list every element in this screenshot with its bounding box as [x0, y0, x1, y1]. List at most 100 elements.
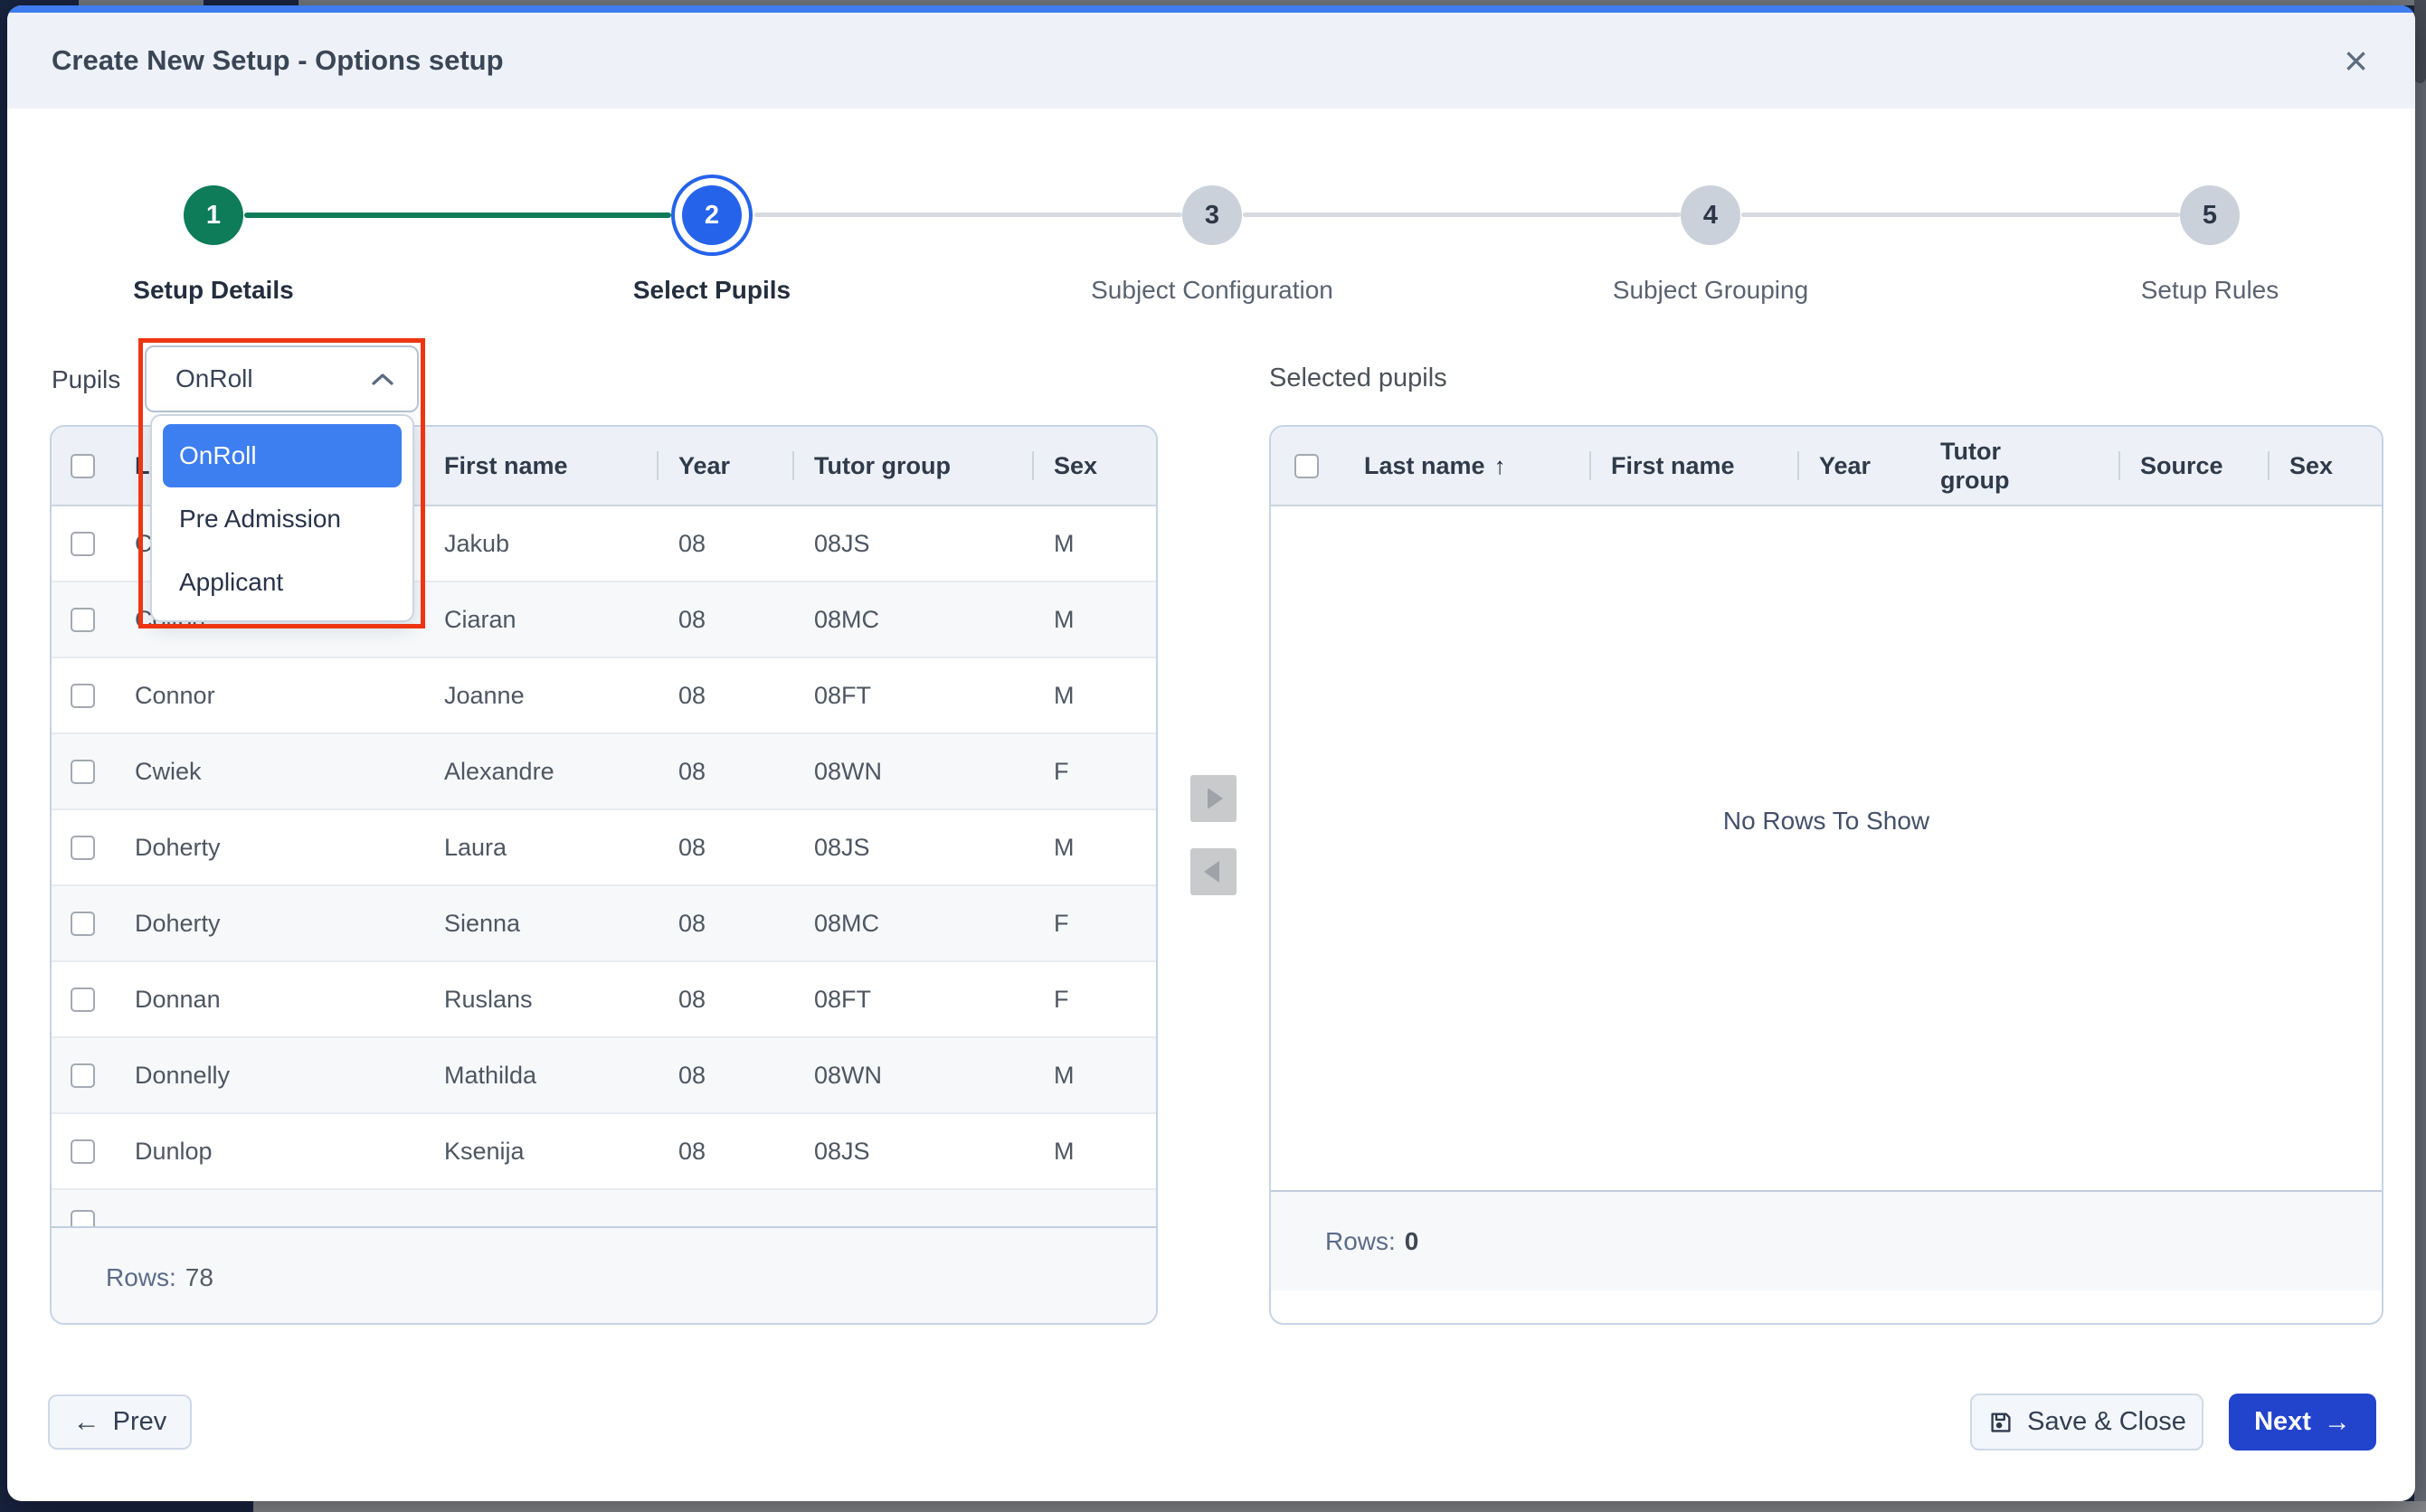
select-all-checkbox[interactable] — [71, 454, 95, 478]
step-2-label: Select Pupils — [513, 276, 911, 305]
column-sex[interactable]: Sex — [1032, 451, 1158, 480]
select-all-checkbox[interactable] — [1294, 454, 1319, 478]
cell-sex: M — [1032, 1138, 1158, 1166]
column-last-name[interactable]: Last name ↑ — [1342, 451, 1589, 480]
modal-accent-bar — [7, 5, 2415, 13]
row-checkbox[interactable] — [71, 608, 95, 632]
next-button[interactable]: Next → — [2229, 1394, 2376, 1451]
chevron-up-icon — [370, 372, 395, 387]
sort-ascending-icon: ↑ — [1494, 452, 1506, 479]
cell-year: 08 — [657, 1138, 792, 1166]
dropdown-option-applicant[interactable]: Applicant — [152, 551, 412, 614]
column-year[interactable]: Year — [657, 451, 792, 480]
step-3-number: 3 — [1205, 201, 1219, 231]
cell-tutor-group: 08WN — [792, 1062, 1032, 1090]
cell-last-name: Dunlop — [113, 1138, 422, 1166]
cell-year: 08 — [657, 986, 792, 1014]
rows-label: Rows: — [106, 1263, 176, 1292]
rows-label: Rows: — [1325, 1227, 1396, 1256]
prev-button[interactable]: ← Prev — [48, 1394, 192, 1450]
table-row-clipped[interactable] — [52, 1190, 1156, 1226]
cell-tutor-group: 08JS — [792, 834, 1032, 862]
cell-year: 08 — [657, 910, 792, 938]
step-4-label: Subject Grouping — [1512, 276, 1910, 305]
create-setup-modal: Create New Setup - Options setup × 1 2 3… — [7, 5, 2415, 1501]
cell-year: 08 — [657, 530, 792, 558]
table-row[interactable]: Donnelly Mathilda 08 08WN M — [52, 1038, 1156, 1114]
save-close-button-label: Save & Close — [2027, 1407, 2186, 1437]
row-checkbox[interactable] — [71, 532, 95, 556]
cell-last-name: Doherty — [113, 834, 422, 862]
cell-sex: M — [1032, 682, 1158, 710]
page-scrollbar-track[interactable] — [2414, 0, 2426, 1512]
column-last-name-label: Last name — [1364, 452, 1485, 479]
dropdown-option-pre-admission[interactable]: Pre Admission — [152, 487, 412, 551]
column-tutor-group[interactable]: Tutor group — [1919, 437, 2118, 496]
row-checkbox[interactable] — [71, 684, 95, 708]
cell-tutor-group: 08MC — [792, 606, 1032, 634]
column-sex[interactable]: Sex — [2268, 451, 2383, 480]
column-source[interactable]: Source — [2118, 451, 2268, 480]
row-checkbox[interactable] — [71, 988, 95, 1012]
step-2-number: 2 — [705, 201, 719, 231]
cell-last-name: Cwiek — [113, 758, 422, 786]
move-left-button[interactable] — [1190, 848, 1237, 895]
cell-year: 08 — [657, 758, 792, 786]
row-checkbox[interactable] — [71, 760, 95, 784]
cell-last-name: Connor — [113, 682, 422, 710]
selected-pupils-footer: Rows: 0 — [1271, 1190, 2382, 1290]
column-first-name[interactable]: First name — [1589, 451, 1797, 480]
row-checkbox[interactable] — [71, 1139, 95, 1164]
table-row[interactable]: Donnan Ruslans 08 08FT F — [52, 962, 1156, 1038]
pupils-filter-value: OnRoll — [175, 364, 370, 393]
selected-pupils-table: Last name ↑ First name Year Tutor group S… — [1269, 425, 2383, 1325]
row-checkbox[interactable] — [71, 1063, 95, 1088]
column-year[interactable]: Year — [1797, 451, 1919, 480]
move-right-button[interactable] — [1190, 775, 1237, 822]
step-3-circle[interactable]: 3 — [1182, 185, 1242, 245]
stepper-connector-2-3 — [754, 213, 1182, 217]
cell-year: 08 — [657, 834, 792, 862]
step-2-circle[interactable]: 2 — [671, 175, 753, 256]
pupils-filter-select[interactable]: OnRoll — [145, 345, 419, 412]
row-checkbox[interactable] — [71, 912, 95, 936]
close-icon[interactable]: × — [2335, 36, 2377, 85]
step-3-label: Subject Configuration — [1013, 276, 1411, 305]
step-5-circle[interactable]: 5 — [2180, 185, 2240, 245]
cell-first-name: Laura — [422, 834, 657, 862]
cell-first-name: Ksenija — [422, 1138, 657, 1166]
dropdown-option-onroll[interactable]: OnRoll — [163, 424, 402, 487]
column-first-name[interactable]: First name — [422, 451, 657, 480]
cell-first-name: Mathilda — [422, 1062, 657, 1090]
table-row[interactable]: Dunlop Ksenija 08 08JS M — [52, 1114, 1156, 1190]
prev-button-label: Prev — [113, 1407, 167, 1437]
page-scrollbar-thumb[interactable] — [2414, 0, 2426, 83]
column-tutor-group[interactable]: Tutor group — [792, 451, 1032, 480]
page-background-bottom-edge — [253, 1501, 2426, 1512]
table-row[interactable]: Cwiek Alexandre 08 08WN F — [52, 734, 1156, 810]
cell-sex: M — [1032, 606, 1158, 634]
table-row[interactable]: Doherty Sienna 08 08MC F — [52, 886, 1156, 962]
cell-tutor-group: 08WN — [792, 758, 1032, 786]
cell-year: 08 — [657, 606, 792, 634]
arrow-right-icon — [1208, 788, 1223, 809]
cell-tutor-group: 08JS — [792, 1138, 1032, 1166]
step-5-number: 5 — [2203, 201, 2217, 231]
modal-title: Create New Setup - Options setup — [52, 44, 2335, 77]
cell-first-name: Sienna — [422, 910, 657, 938]
selected-pupils-empty-state: No Rows To Show — [1271, 506, 2382, 1190]
cell-first-name: Jakub — [422, 530, 657, 558]
cell-first-name: Ruslans — [422, 986, 657, 1014]
step-1-label: Setup Details — [14, 276, 412, 305]
save-close-button[interactable]: Save & Close — [1970, 1394, 2203, 1451]
row-checkbox[interactable] — [71, 1210, 95, 1226]
row-checkbox[interactable] — [71, 836, 95, 860]
arrow-left-icon — [1204, 861, 1219, 883]
next-button-label: Next — [2254, 1407, 2311, 1437]
modal-body: 1 2 3 4 5 Setup Details Select Pupils Su… — [7, 109, 2415, 1501]
table-row[interactable]: Doherty Laura 08 08JS M — [52, 810, 1156, 886]
table-row[interactable]: Connor Joanne 08 08FT M — [52, 658, 1156, 734]
cell-sex: M — [1032, 834, 1158, 862]
step-1-circle[interactable]: 1 — [184, 185, 243, 245]
step-4-circle[interactable]: 4 — [1681, 185, 1740, 245]
